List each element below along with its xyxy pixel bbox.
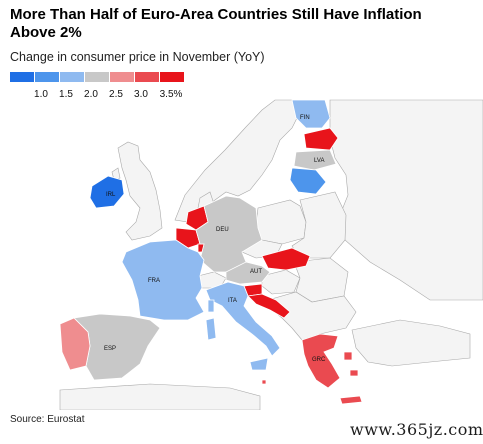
land-poland bbox=[255, 199, 307, 245]
legend-tick: 1.0 bbox=[34, 89, 48, 100]
legend-swatch-7 bbox=[160, 72, 184, 82]
legend-tick: 2.5 bbox=[109, 89, 123, 100]
country-sicily bbox=[249, 357, 269, 371]
land-russia bbox=[329, 99, 483, 301]
color-legend: 1.0 1.5 2.0 2.5 3.0 3.5% bbox=[10, 72, 230, 106]
land-balkans bbox=[267, 291, 357, 341]
legend-swatch-3 bbox=[60, 72, 84, 82]
legend-tick: 3.5% bbox=[159, 89, 183, 100]
legend-swatch-5 bbox=[110, 72, 134, 82]
legend-swatch-2 bbox=[35, 72, 59, 82]
land-belarus-ukraine bbox=[291, 191, 347, 259]
label-ita: ITA bbox=[228, 298, 237, 304]
country-austria bbox=[225, 261, 271, 285]
source-note: Source: Eurostat bbox=[10, 414, 85, 425]
legend-tick: 1.5 bbox=[59, 89, 73, 100]
label-grc: GRC bbox=[312, 357, 326, 363]
europe-map: FIN LVA IRL DEU FRA AUT ITA ESP GRC bbox=[59, 99, 483, 410]
country-greek-islands bbox=[339, 351, 363, 405]
land-norway-sweden bbox=[174, 99, 301, 223]
euro-countries bbox=[59, 99, 363, 405]
country-corsica bbox=[207, 299, 215, 313]
country-estonia bbox=[303, 127, 339, 151]
country-germany bbox=[195, 195, 263, 273]
country-croatia bbox=[247, 293, 291, 319]
country-finland bbox=[291, 99, 331, 129]
legend-tick: 3.0 bbox=[134, 89, 148, 100]
country-italy bbox=[205, 281, 281, 357]
label-fin: FIN bbox=[300, 115, 310, 121]
country-ireland bbox=[89, 175, 125, 209]
label-fra: FRA bbox=[148, 278, 160, 284]
land-turkey bbox=[351, 319, 471, 367]
label-irl: IRL bbox=[106, 192, 116, 198]
legend-swatch-1 bbox=[10, 72, 34, 82]
label-lva: LVA bbox=[314, 158, 324, 164]
watermark: www.365jz.com bbox=[350, 420, 483, 439]
label-esp: ESP bbox=[104, 346, 116, 352]
country-greece bbox=[301, 333, 341, 389]
country-portugal bbox=[59, 317, 91, 371]
country-sardinia bbox=[205, 317, 217, 341]
legend-swatch-6 bbox=[135, 72, 159, 82]
land-great-britain bbox=[117, 141, 163, 241]
land-north-africa bbox=[59, 383, 261, 410]
country-labels: FIN LVA IRL DEU FRA AUT ITA ESP GRC bbox=[104, 115, 326, 363]
country-lithuania bbox=[289, 167, 327, 195]
label-deu: DEU bbox=[216, 227, 229, 233]
chart-subtitle: Change in consumer price in November (Yo… bbox=[10, 50, 265, 64]
country-latvia bbox=[293, 149, 337, 171]
label-aut: AUT bbox=[250, 269, 262, 275]
country-france bbox=[121, 239, 205, 321]
chart-title: More Than Half of Euro-Area Countries St… bbox=[10, 6, 422, 41]
country-cyprus-malta bbox=[261, 379, 267, 385]
legend-tick: 2.0 bbox=[84, 89, 98, 100]
country-belgium bbox=[175, 227, 201, 249]
country-slovakia bbox=[261, 247, 311, 271]
legend-swatch-4 bbox=[85, 72, 109, 82]
